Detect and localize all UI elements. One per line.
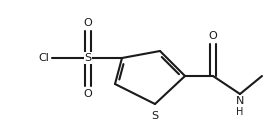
- Text: O: O: [209, 31, 217, 41]
- Text: H: H: [236, 107, 244, 117]
- Text: S: S: [152, 111, 159, 121]
- Text: O: O: [84, 18, 92, 28]
- Text: Cl: Cl: [38, 53, 49, 63]
- Text: S: S: [84, 53, 92, 63]
- Text: N: N: [236, 96, 244, 106]
- Text: O: O: [84, 89, 92, 99]
